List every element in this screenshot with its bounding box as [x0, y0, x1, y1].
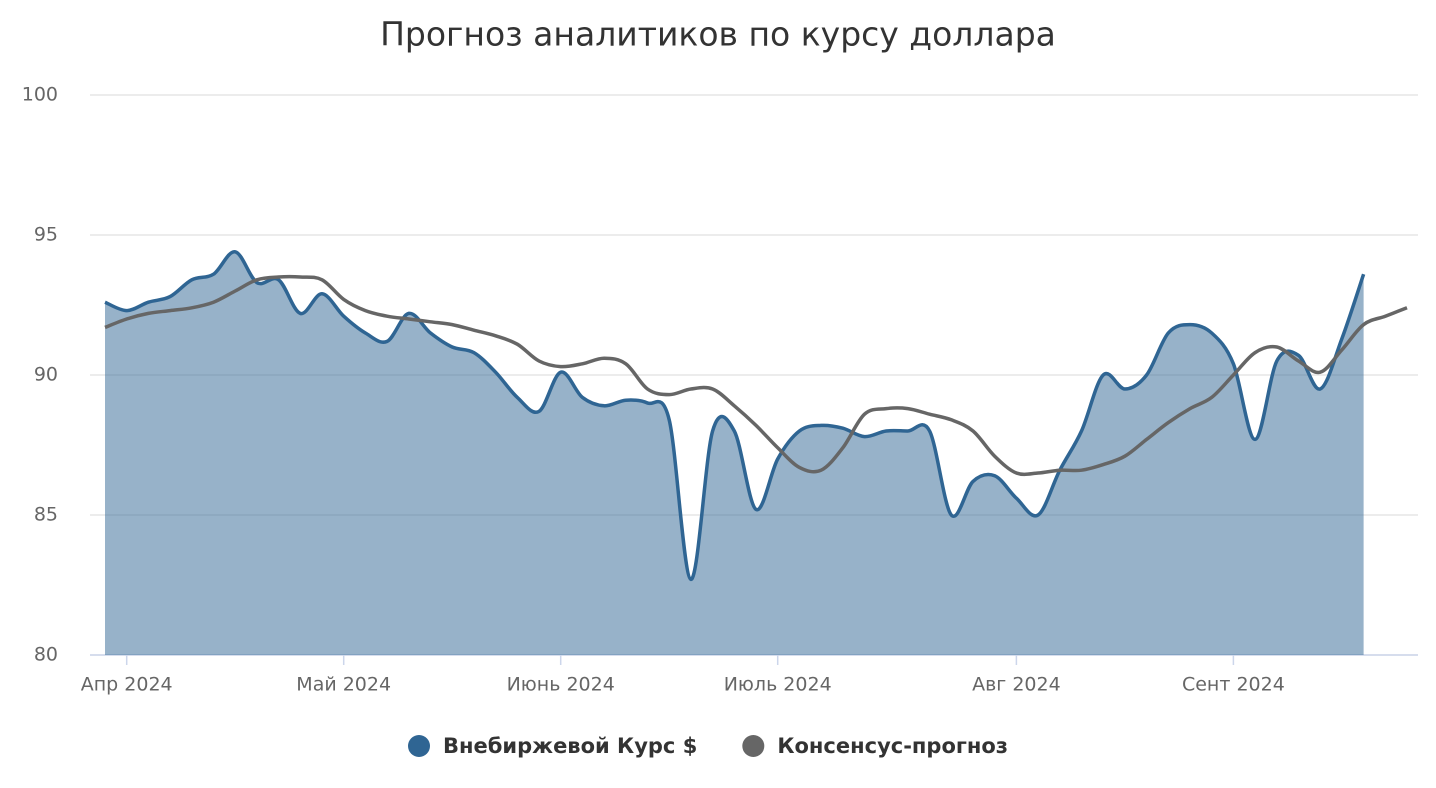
x-tick-label: Май 2024: [296, 674, 391, 696]
area: [105, 251, 1364, 655]
y-tick-label: 85: [34, 504, 58, 526]
chart-title: Прогноз аналитиков по курсу доллара: [380, 15, 1056, 54]
x-tick-label: Сент 2024: [1182, 674, 1285, 696]
x-tick-label: Июль 2024: [724, 674, 832, 696]
legend-marker: [408, 735, 430, 757]
x-tick-label: Июнь 2024: [507, 674, 615, 696]
y-tick-label: 80: [34, 644, 58, 666]
legend-label: Консенсус-прогноз: [777, 734, 1008, 758]
line: [104, 250, 1366, 582]
line: [104, 274, 1408, 477]
x-tick-label: Авг 2024: [972, 674, 1061, 696]
legend-label: Внебиржевой Курс $: [443, 734, 697, 758]
y-tick-label: 90: [34, 364, 58, 386]
y-tick-label: 95: [34, 224, 58, 246]
x-tick-label: Апр 2024: [81, 674, 173, 696]
y-tick-label: 100: [22, 84, 58, 106]
legend-marker: [742, 735, 765, 757]
